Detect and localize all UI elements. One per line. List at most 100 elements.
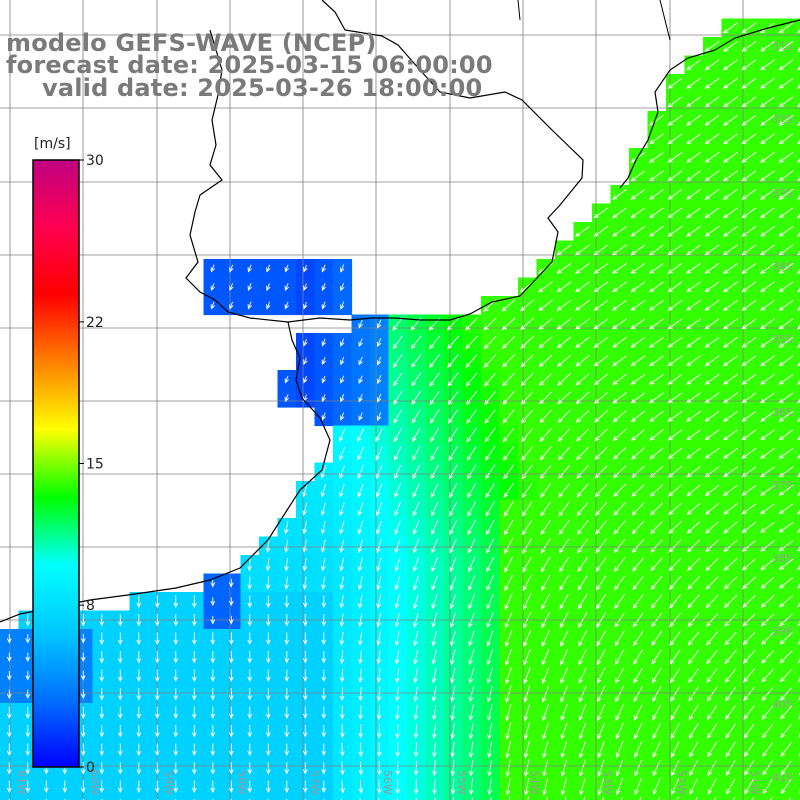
- wind-arrow: [558, 501, 570, 517]
- wind-arrow: [577, 538, 589, 554]
- wind-arrow: [704, 373, 720, 385]
- wind-arrow: [667, 225, 683, 237]
- wind-arrow: [228, 743, 234, 757]
- wind-arrow: [797, 250, 800, 256]
- wind-arrow: [524, 777, 530, 796]
- wind-arrow: [80, 780, 86, 794]
- wind-arrow: [538, 336, 553, 349]
- wind-arrow: [284, 394, 290, 403]
- wind-arrow: [705, 594, 719, 609]
- wind-arrow: [686, 299, 701, 311]
- wind-arrow: [778, 466, 794, 478]
- wind-arrow: [742, 576, 756, 590]
- wind-cell: [703, 795, 723, 800]
- wind-cell: [795, 388, 800, 408]
- wind-arrow: [649, 207, 664, 219]
- wind-arrow: [395, 705, 400, 721]
- wind-arrow: [357, 483, 364, 498]
- wind-arrow: [487, 722, 493, 740]
- wind-arrow: [630, 410, 646, 423]
- wind-arrow: [575, 281, 590, 293]
- wind-arrow: [154, 651, 160, 664]
- latitude-label: 39S: [772, 625, 793, 638]
- wind-arrow: [466, 427, 477, 443]
- wind-arrow: [357, 520, 364, 535]
- wind-arrow: [743, 723, 755, 739]
- wind-arrow: [741, 96, 757, 108]
- wind-arrow: [228, 780, 234, 794]
- wind-arrow: [538, 281, 553, 293]
- wind-arrow: [247, 762, 253, 775]
- wind-arrow: [706, 631, 719, 646]
- wind-arrow: [504, 538, 514, 555]
- wind-arrow: [670, 667, 681, 684]
- wind-cell: [333, 795, 353, 800]
- wind-arrow: [723, 576, 738, 590]
- wind-arrow: [688, 686, 699, 702]
- wind-arrow: [357, 576, 363, 591]
- wind-cell: [795, 462, 800, 482]
- wind-arrow: [741, 77, 757, 89]
- colorbar-tick-label: 22: [86, 315, 104, 331]
- wind-arrow: [761, 650, 774, 664]
- wind-arrow: [649, 114, 664, 126]
- wind-arrow: [667, 262, 683, 274]
- wind-arrow: [504, 556, 514, 573]
- wind-arrow: [521, 501, 533, 517]
- wind-arrow: [302, 725, 308, 738]
- wind-cell: [795, 703, 800, 723]
- wind-arrow: [465, 390, 478, 406]
- wind-arrow: [686, 207, 701, 219]
- wind-arrow: [302, 780, 308, 794]
- wind-arrow: [357, 594, 363, 609]
- wind-arrow: [704, 299, 720, 311]
- wind-arrow: [99, 743, 105, 757]
- wind-arrow: [797, 491, 800, 496]
- wind-arrow: [706, 704, 718, 721]
- wind-arrow: [339, 483, 345, 498]
- wind-arrow: [686, 77, 701, 89]
- wind-arrow: [266, 283, 271, 292]
- wind-arrow: [780, 705, 793, 720]
- wind-arrow: [649, 188, 664, 200]
- wind-arrow: [723, 151, 738, 163]
- wind-arrow: [265, 725, 271, 738]
- wind-cell: [499, 795, 519, 800]
- wind-arrow: [392, 335, 403, 350]
- wind-arrow: [706, 668, 718, 683]
- wind-arrow: [797, 583, 800, 589]
- wind-arrow: [247, 576, 252, 590]
- wind-arrow: [413, 668, 418, 684]
- wind-arrow: [667, 336, 683, 348]
- wind-arrow: [704, 318, 720, 330]
- wind-arrow: [265, 576, 271, 590]
- wind-cell: [684, 795, 704, 800]
- wind-arrow: [744, 760, 755, 776]
- wind-arrow: [667, 429, 683, 441]
- wind-arrow: [357, 446, 364, 461]
- wind-arrow: [649, 447, 664, 460]
- wind-arrow: [447, 372, 459, 387]
- wind-arrow: [667, 207, 683, 219]
- wind-arrow: [358, 356, 363, 366]
- wind-arrow: [632, 594, 644, 609]
- wind-arrow: [540, 538, 551, 554]
- wind-arrow: [357, 557, 363, 572]
- wind-arrow: [228, 578, 234, 588]
- wind-arrow: [630, 170, 646, 182]
- wind-arrow: [778, 299, 794, 311]
- wind-arrow: [467, 519, 476, 536]
- wind-arrow: [321, 743, 327, 757]
- wind-arrow: [321, 338, 327, 347]
- wind-arrow: [247, 595, 253, 609]
- wind-arrow: [25, 671, 31, 681]
- wind-arrow: [541, 611, 550, 629]
- wind-arrow: [686, 484, 701, 497]
- wind-arrow: [505, 759, 511, 778]
- wind-arrow: [742, 650, 756, 664]
- wind-arrow: [797, 139, 800, 145]
- wind-arrow: [556, 318, 572, 330]
- wind-arrow: [154, 614, 160, 627]
- wind-arrow: [62, 780, 68, 794]
